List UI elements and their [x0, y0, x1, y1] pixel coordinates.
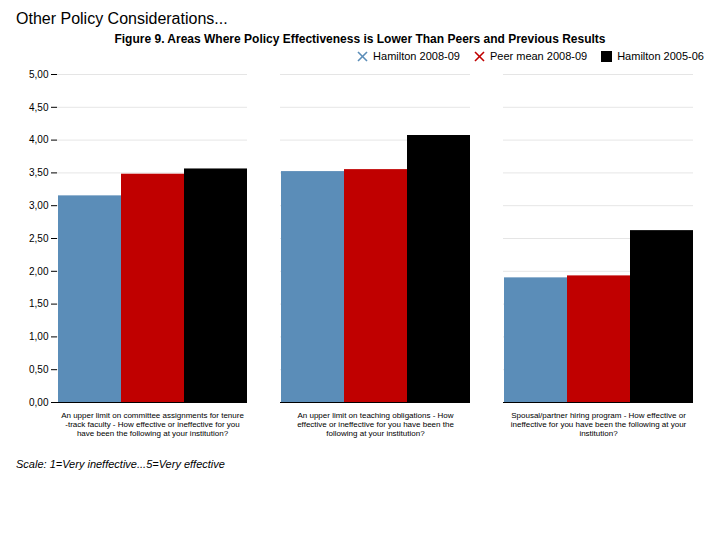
html-text:Scale: 1=Very ineffective...5=: Scale: 1=Very ineffective...5=Very effec…: [16, 458, 225, 470]
svg-text:3,50: 3,50: [29, 167, 49, 178]
html-text:Peer mean 2008-09: Peer mean 2008-09: [489, 50, 588, 62]
svg-text:An upper limit on committee as: An upper limit on committee assignments …: [61, 411, 244, 438]
html-text:Hamilton 2008-09: Hamilton 2008-09: [373, 50, 460, 62]
svg-text:2,00: 2,00: [29, 266, 49, 277]
html-text:Hamilton 2005-06: Hamilton 2005-06: [617, 50, 704, 62]
svg-text:Spousal/partner hiring program: Spousal/partner hiring program - How eff…: [511, 411, 687, 438]
svg-text:3,00: 3,00: [29, 200, 49, 211]
svg-text:0,00: 0,00: [29, 397, 49, 408]
html-text:Other Policy Considerations...: Other Policy Considerations...: [16, 10, 228, 27]
svg-text:0,50: 0,50: [29, 364, 49, 375]
svg-text:4,00: 4,00: [29, 134, 49, 145]
svg-text:2,50: 2,50: [29, 233, 49, 244]
svg-text:4,50: 4,50: [29, 102, 49, 113]
svg-text:1,50: 1,50: [29, 298, 49, 309]
html-text:Figure 9. Areas Where Policy E: Figure 9. Areas Where Policy Effectivene…: [114, 32, 606, 46]
svg-text:An upper limit on teaching obl: An upper limit on teaching obligations -…: [297, 411, 454, 438]
svg-text:5,00: 5,00: [29, 69, 49, 80]
svg-text:1,00: 1,00: [29, 331, 49, 342]
